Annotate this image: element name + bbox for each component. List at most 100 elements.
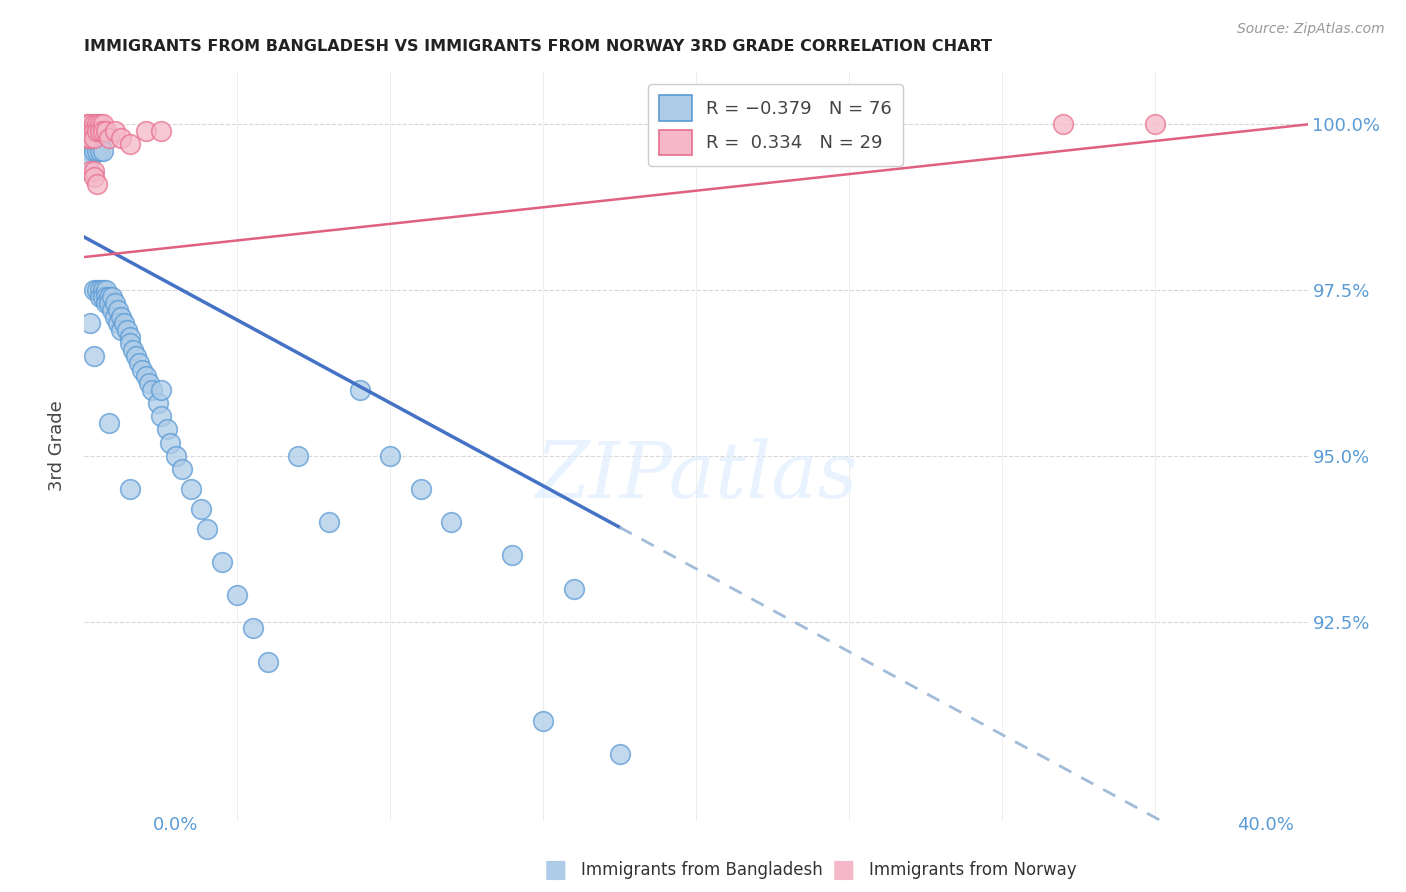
Point — [115, 323, 138, 337]
Point — [125, 350, 148, 364]
Point — [165, 449, 187, 463]
Point — [180, 482, 202, 496]
Point — [107, 303, 129, 318]
Point — [409, 482, 432, 496]
Point — [79, 124, 101, 138]
Point — [349, 383, 371, 397]
Point — [91, 290, 114, 304]
Point — [86, 117, 108, 131]
Point — [97, 130, 120, 145]
Point — [195, 522, 218, 536]
Point — [146, 396, 169, 410]
Legend: R = −0.379   N = 76, R =  0.334   N = 29: R = −0.379 N = 76, R = 0.334 N = 29 — [648, 84, 903, 166]
Point — [79, 137, 101, 152]
Point — [79, 117, 101, 131]
Point — [101, 290, 124, 304]
Point — [89, 144, 111, 158]
Point — [112, 316, 135, 330]
Point — [83, 130, 105, 145]
Point — [83, 117, 105, 131]
Point — [122, 343, 145, 357]
Text: ZIPatlas: ZIPatlas — [534, 438, 858, 514]
Point — [83, 164, 105, 178]
Point — [104, 310, 127, 324]
Point — [89, 137, 111, 152]
Point — [76, 124, 98, 138]
Point — [86, 130, 108, 145]
Point — [86, 177, 108, 191]
Point — [83, 350, 105, 364]
Point — [91, 124, 114, 138]
Point — [135, 369, 157, 384]
Point — [89, 124, 111, 138]
Point — [104, 296, 127, 310]
Point — [91, 144, 114, 158]
Point — [502, 549, 524, 563]
Point — [86, 137, 108, 152]
Point — [110, 323, 132, 337]
Point — [1052, 117, 1074, 131]
Point — [76, 130, 98, 145]
Point — [104, 124, 127, 138]
Point — [76, 137, 98, 152]
Point — [138, 376, 160, 390]
Point — [76, 117, 98, 131]
Point — [172, 462, 194, 476]
Point — [287, 449, 309, 463]
Point — [120, 336, 142, 351]
Text: ■: ■ — [544, 858, 567, 881]
Point — [120, 482, 142, 496]
Text: Immigrants from Norway: Immigrants from Norway — [869, 861, 1077, 879]
Point — [110, 130, 132, 145]
Point — [91, 117, 114, 131]
Point — [257, 655, 280, 669]
Point — [79, 316, 101, 330]
Point — [79, 144, 101, 158]
Point — [79, 130, 101, 145]
Point — [83, 124, 105, 138]
Point — [76, 130, 98, 145]
Point — [86, 144, 108, 158]
Point — [89, 283, 111, 297]
Point — [149, 383, 172, 397]
Text: 40.0%: 40.0% — [1237, 816, 1294, 834]
Point — [89, 290, 111, 304]
Text: ■: ■ — [832, 858, 855, 881]
Point — [1143, 117, 1166, 131]
Point — [149, 124, 172, 138]
Point — [86, 283, 108, 297]
Point — [94, 296, 117, 310]
Text: Source: ZipAtlas.com: Source: ZipAtlas.com — [1237, 22, 1385, 37]
Point — [838, 117, 860, 131]
Point — [79, 124, 101, 138]
Text: Immigrants from Bangladesh: Immigrants from Bangladesh — [581, 861, 823, 879]
Point — [83, 130, 105, 145]
Point — [101, 303, 124, 318]
Point — [83, 170, 105, 185]
Point — [128, 356, 150, 370]
Point — [141, 383, 163, 397]
Point — [76, 124, 98, 138]
Point — [83, 283, 105, 297]
Y-axis label: 3rd Grade: 3rd Grade — [48, 401, 66, 491]
Point — [83, 124, 105, 138]
Point — [79, 151, 101, 165]
Point — [211, 555, 233, 569]
Point — [97, 416, 120, 430]
Point — [97, 290, 120, 304]
Point — [91, 283, 114, 297]
Point — [135, 124, 157, 138]
Point — [531, 714, 554, 728]
Text: 0.0%: 0.0% — [153, 816, 198, 834]
Point — [226, 588, 249, 602]
Point — [97, 296, 120, 310]
Point — [110, 310, 132, 324]
Point — [149, 409, 172, 424]
Text: IMMIGRANTS FROM BANGLADESH VS IMMIGRANTS FROM NORWAY 3RD GRADE CORRELATION CHART: IMMIGRANTS FROM BANGLADESH VS IMMIGRANTS… — [84, 38, 993, 54]
Point — [94, 283, 117, 297]
Point — [83, 144, 105, 158]
Point — [120, 329, 142, 343]
Point — [380, 449, 402, 463]
Point — [86, 124, 108, 138]
Point — [318, 515, 340, 529]
